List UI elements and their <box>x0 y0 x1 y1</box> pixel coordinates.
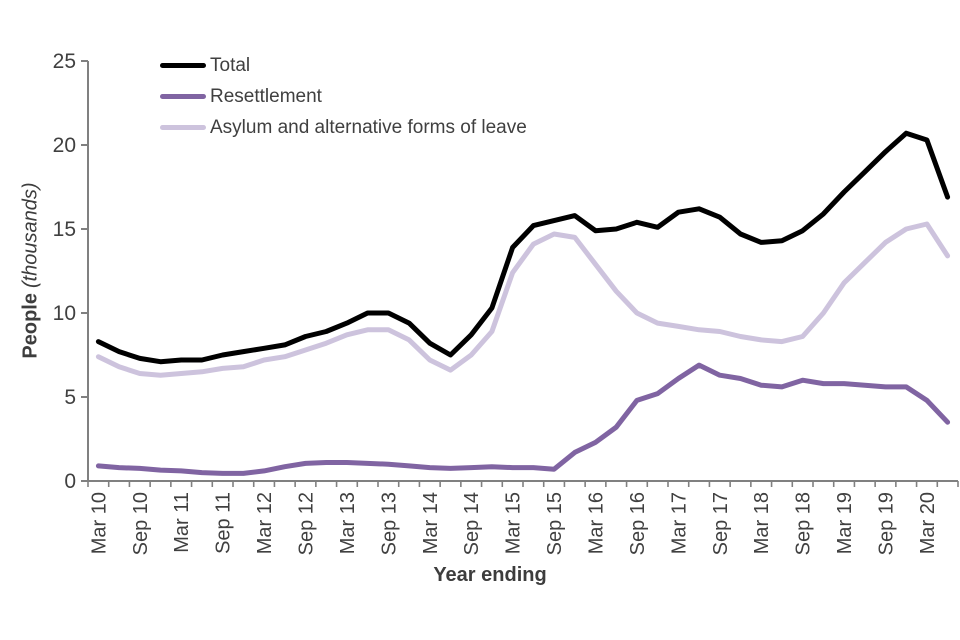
x-tick-label: Sep 12 <box>296 492 318 555</box>
y-axis-title: People (thousands) <box>20 141 43 401</box>
x-tick-label: Sep 10 <box>130 492 152 555</box>
x-tick-label: Mar 10 <box>88 492 110 554</box>
x-tick-label: Mar 19 <box>834 492 856 554</box>
legend-swatch-resettlement <box>160 94 206 99</box>
x-tick-label: Mar 13 <box>337 492 359 554</box>
x-tick-label: Mar 11 <box>171 492 193 553</box>
legend-item-asylum: Asylum and alternative forms of leave <box>160 112 527 143</box>
y-tick-label: 10 <box>53 302 76 325</box>
series-line-total <box>95 130 951 365</box>
y-tick-label: 25 <box>53 50 76 73</box>
x-tick-label: Mar 14 <box>420 492 442 554</box>
x-tick-label: Mar 18 <box>751 492 773 554</box>
y-axis-title-main: People <box>19 293 42 359</box>
y-tick-label: 20 <box>53 134 76 157</box>
x-tick-label: Sep 16 <box>627 492 649 555</box>
legend: Total Resettlement Asylum and alternativ… <box>160 50 527 143</box>
x-tick-label: Sep 15 <box>544 492 566 555</box>
legend-swatch-total <box>160 63 206 68</box>
series-line-asylum <box>95 221 951 378</box>
x-tick-label: Sep 18 <box>793 492 815 555</box>
x-tick-label: Sep 14 <box>461 492 483 555</box>
x-tick-label: Sep 19 <box>876 492 898 555</box>
y-axis-title-unit: (thousands) <box>19 182 42 289</box>
x-tick-label: Mar 16 <box>586 492 608 554</box>
legend-item-total: Total <box>160 50 527 81</box>
legend-label-resettlement: Resettlement <box>210 85 322 107</box>
legend-swatch-asylum <box>160 125 206 130</box>
x-tick-label: Mar 17 <box>668 492 690 554</box>
x-tick-label: Mar 12 <box>254 492 276 554</box>
legend-label-asylum: Asylum and alternative forms of leave <box>210 116 527 138</box>
series-line-resettlement <box>95 362 951 476</box>
legend-label-total: Total <box>210 54 251 76</box>
y-tick-label: 5 <box>64 386 76 409</box>
y-tick-label: 15 <box>53 218 76 241</box>
legend-item-resettlement: Resettlement <box>160 81 527 112</box>
x-tick-label: Sep 17 <box>710 492 732 555</box>
x-tick-label: Mar 20 <box>917 492 939 554</box>
x-tick-label: Sep 11 <box>213 492 235 554</box>
y-tick-label: 0 <box>64 470 76 493</box>
x-axis-title: Year ending <box>433 564 547 586</box>
x-tick-label: Sep 13 <box>378 492 400 555</box>
x-tick-label: Mar 15 <box>503 492 525 554</box>
